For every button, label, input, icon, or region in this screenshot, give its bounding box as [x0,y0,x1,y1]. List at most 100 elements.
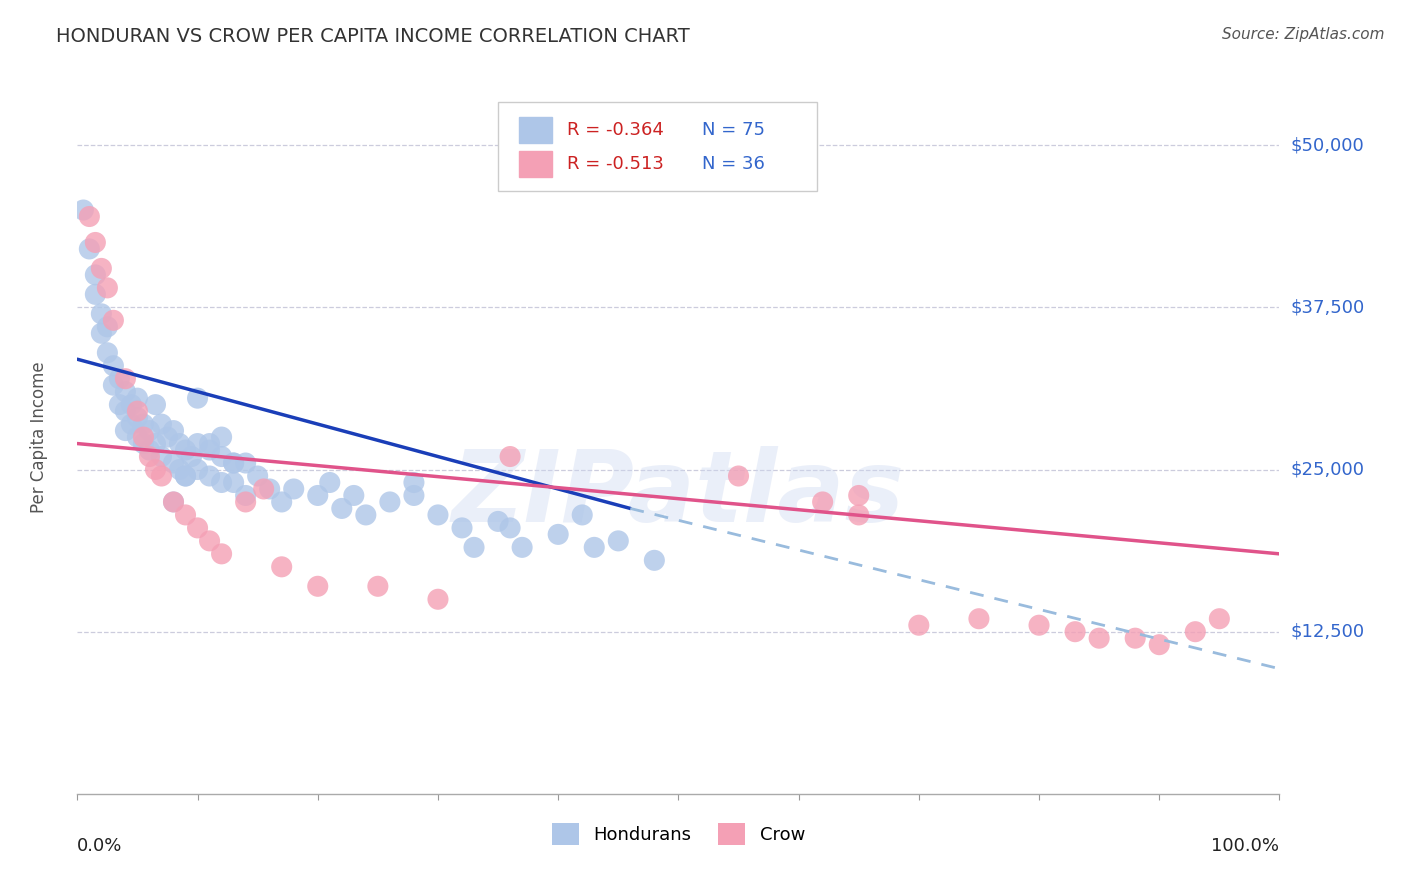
Text: 100.0%: 100.0% [1212,837,1279,855]
Text: HONDURAN VS CROW PER CAPITA INCOME CORRELATION CHART: HONDURAN VS CROW PER CAPITA INCOME CORRE… [56,27,690,45]
Point [235,488,257,502]
Point [132,436,155,450]
Point [127,430,149,444]
Point [451,521,474,535]
Point [120,417,142,431]
Point [174,469,197,483]
Point [908,618,931,632]
Point [162,495,184,509]
Legend: Hondurans, Crow: Hondurans, Crow [544,816,813,853]
Point [486,515,509,529]
Point [150,469,173,483]
Point [127,410,149,425]
Point [1123,631,1146,645]
Point [120,398,142,412]
Point [108,372,131,386]
Point [211,547,233,561]
Point [103,359,125,373]
Point [103,313,125,327]
Point [138,424,160,438]
Point [150,450,173,464]
FancyBboxPatch shape [498,102,817,191]
Text: $50,000: $50,000 [1291,136,1364,154]
Point [270,559,292,574]
Point [114,424,136,438]
Point [186,436,209,450]
Point [848,488,870,502]
Point [114,372,136,386]
Point [253,482,276,496]
Text: ZIPatlas: ZIPatlas [451,446,905,542]
Point [186,462,209,476]
Point [162,495,184,509]
Point [402,475,425,490]
Point [1149,638,1171,652]
Text: R = -0.364: R = -0.364 [567,121,664,139]
Point [132,417,155,431]
Point [319,475,342,490]
Point [84,287,107,301]
Point [547,527,569,541]
Point [1088,631,1111,645]
Point [198,436,221,450]
Point [402,488,425,502]
Point [96,319,118,334]
Point [607,533,630,548]
Point [211,430,233,444]
Point [103,378,125,392]
Point [156,430,179,444]
Point [108,398,131,412]
Point [90,307,112,321]
Point [132,430,155,444]
Point [343,488,366,502]
Point [90,326,112,341]
Point [198,469,221,483]
Text: 0.0%: 0.0% [77,837,122,855]
Point [463,541,485,555]
Point [510,541,533,555]
Point [198,443,221,458]
Point [967,612,990,626]
Point [114,384,136,399]
Point [427,508,450,522]
Text: $37,500: $37,500 [1291,298,1365,317]
Point [571,508,593,522]
Point [186,521,209,535]
Point [499,521,522,535]
Text: Per Capita Income: Per Capita Income [30,361,48,513]
Point [84,268,107,282]
Point [127,404,149,418]
Point [235,456,257,470]
Point [848,508,870,522]
Point [259,482,281,496]
Point [211,475,233,490]
Point [72,202,94,217]
Point [222,456,245,470]
Point [222,475,245,490]
Point [1064,624,1087,639]
Point [811,495,834,509]
Point [1184,624,1206,639]
Point [378,495,401,509]
Point [499,450,522,464]
Point [1028,618,1050,632]
Point [79,242,101,256]
Point [90,261,112,276]
Point [174,508,197,522]
Point [174,443,197,458]
Point [354,508,377,522]
Point [270,495,292,509]
Point [96,345,118,359]
Point [307,579,329,593]
Text: Source: ZipAtlas.com: Source: ZipAtlas.com [1222,27,1385,42]
Point [174,469,197,483]
Point [114,404,136,418]
Point [162,456,184,470]
Point [583,541,606,555]
Point [169,462,191,476]
Point [211,450,233,464]
Bar [519,152,553,178]
Point [235,495,257,509]
Point [138,450,160,464]
Point [180,450,202,464]
